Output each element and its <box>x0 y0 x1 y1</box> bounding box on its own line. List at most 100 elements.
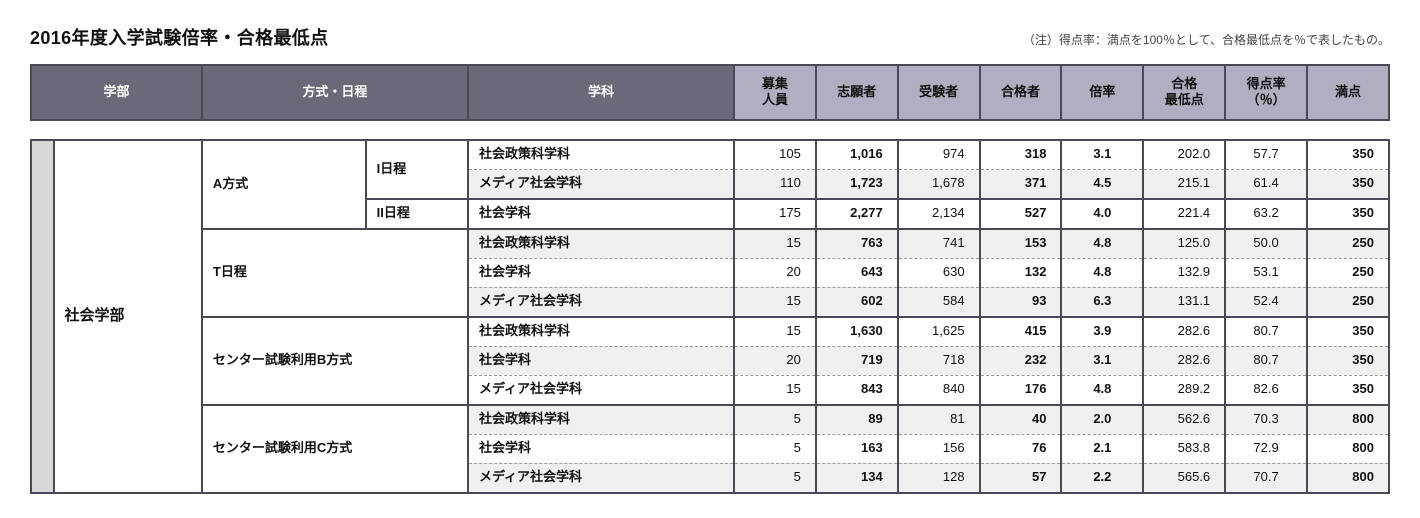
dept-cell: 社会政策科学科 <box>468 317 734 347</box>
schedule-cell: I日程 <box>366 140 468 199</box>
examinees-cell: 584 <box>898 287 980 317</box>
table-row: センター試験利用C方式社会政策科学科58981402.0562.670.3800 <box>31 405 1389 435</box>
ratio-cell: 3.1 <box>1061 346 1143 375</box>
header-row: 2016年度入学試験倍率・合格最低点 （注）得点率：満点を100％として、合格最… <box>30 24 1390 50</box>
examinees-cell: 974 <box>898 140 980 170</box>
faculty-cell: 社会学部 <box>54 140 202 493</box>
examinees-cell: 741 <box>898 229 980 259</box>
pct-cell: 57.7 <box>1225 140 1307 170</box>
capacity-cell: 20 <box>734 346 816 375</box>
examinees-cell: 128 <box>898 463 980 493</box>
col-method: 方式・日程 <box>202 65 468 120</box>
passers-cell: 93 <box>980 287 1062 317</box>
pct-cell: 63.2 <box>1225 199 1307 229</box>
capacity-cell: 110 <box>734 169 816 199</box>
pct-cell: 72.9 <box>1225 434 1307 463</box>
passers-cell: 57 <box>980 463 1062 493</box>
full-cell: 800 <box>1307 434 1389 463</box>
capacity-cell: 5 <box>734 405 816 435</box>
col-faculty: 学部 <box>31 65 202 120</box>
passers-cell: 153 <box>980 229 1062 259</box>
note-text: （注）得点率：満点を100％として、合格最低点を％で表したもの。 <box>1023 31 1390 48</box>
examinees-cell: 156 <box>898 434 980 463</box>
passers-cell: 176 <box>980 375 1062 405</box>
page-title: 2016年度入学試験倍率・合格最低点 <box>30 24 329 50</box>
applicants-cell: 163 <box>816 434 898 463</box>
ratio-cell: 4.8 <box>1061 375 1143 405</box>
passers-cell: 40 <box>980 405 1062 435</box>
full-cell: 350 <box>1307 140 1389 170</box>
pct-cell: 53.1 <box>1225 258 1307 287</box>
pct-cell: 82.6 <box>1225 375 1307 405</box>
ratio-cell: 6.3 <box>1061 287 1143 317</box>
data-table: 社会学部A方式I日程社会政策科学科1051,0169743183.1202.05… <box>30 139 1390 494</box>
applicants-cell: 843 <box>816 375 898 405</box>
pct-cell: 70.7 <box>1225 463 1307 493</box>
passers-cell: 318 <box>980 140 1062 170</box>
col-pct: 得点率（％） <box>1225 65 1307 120</box>
applicants-cell: 1,016 <box>816 140 898 170</box>
examinees-cell: 1,625 <box>898 317 980 347</box>
schedule-cell: II日程 <box>366 199 468 229</box>
dept-cell: メディア社会学科 <box>468 375 734 405</box>
pct-cell: 50.0 <box>1225 229 1307 259</box>
applicants-cell: 134 <box>816 463 898 493</box>
passers-cell: 76 <box>980 434 1062 463</box>
ratio-cell: 4.5 <box>1061 169 1143 199</box>
full-cell: 250 <box>1307 258 1389 287</box>
stub-cell <box>31 140 54 493</box>
examinees-cell: 81 <box>898 405 980 435</box>
full-cell: 350 <box>1307 375 1389 405</box>
pct-cell: 52.4 <box>1225 287 1307 317</box>
capacity-cell: 15 <box>734 317 816 347</box>
ratio-cell: 4.8 <box>1061 258 1143 287</box>
capacity-cell: 15 <box>734 229 816 259</box>
col-dept: 学科 <box>468 65 734 120</box>
min-score-cell: 583.8 <box>1143 434 1225 463</box>
min-score-cell: 215.1 <box>1143 169 1225 199</box>
min-score-cell: 565.6 <box>1143 463 1225 493</box>
dept-cell: 社会政策科学科 <box>468 405 734 435</box>
full-cell: 350 <box>1307 169 1389 199</box>
applicants-cell: 1,723 <box>816 169 898 199</box>
ratio-cell: 2.0 <box>1061 405 1143 435</box>
min-score-cell: 202.0 <box>1143 140 1225 170</box>
dept-cell: メディア社会学科 <box>468 463 734 493</box>
full-cell: 800 <box>1307 405 1389 435</box>
passers-cell: 132 <box>980 258 1062 287</box>
col-min-score: 合格最低点 <box>1143 65 1225 120</box>
dept-cell: 社会学科 <box>468 346 734 375</box>
min-score-cell: 289.2 <box>1143 375 1225 405</box>
full-cell: 350 <box>1307 346 1389 375</box>
table-row: T日程社会政策科学科157637411534.8125.050.0250 <box>31 229 1389 259</box>
ratio-cell: 4.0 <box>1061 199 1143 229</box>
examinees-cell: 718 <box>898 346 980 375</box>
examinees-cell: 1,678 <box>898 169 980 199</box>
pct-cell: 80.7 <box>1225 346 1307 375</box>
full-cell: 800 <box>1307 463 1389 493</box>
method-cell: センター試験利用B方式 <box>202 317 468 405</box>
ratio-cell: 2.2 <box>1061 463 1143 493</box>
capacity-cell: 175 <box>734 199 816 229</box>
min-score-cell: 282.6 <box>1143 317 1225 347</box>
examinees-cell: 2,134 <box>898 199 980 229</box>
capacity-cell: 15 <box>734 287 816 317</box>
dept-cell: 社会学科 <box>468 199 734 229</box>
passers-cell: 371 <box>980 169 1062 199</box>
dept-cell: 社会政策科学科 <box>468 140 734 170</box>
method-cell: センター試験利用C方式 <box>202 405 468 493</box>
full-cell: 250 <box>1307 287 1389 317</box>
full-cell: 250 <box>1307 229 1389 259</box>
applicants-cell: 2,277 <box>816 199 898 229</box>
capacity-cell: 105 <box>734 140 816 170</box>
applicants-cell: 763 <box>816 229 898 259</box>
min-score-cell: 221.4 <box>1143 199 1225 229</box>
min-score-cell: 125.0 <box>1143 229 1225 259</box>
method-cell: A方式 <box>202 140 366 229</box>
col-examinees: 受験者 <box>898 65 980 120</box>
ratio-cell: 3.9 <box>1061 317 1143 347</box>
pct-cell: 80.7 <box>1225 317 1307 347</box>
pct-cell: 61.4 <box>1225 169 1307 199</box>
pct-cell: 70.3 <box>1225 405 1307 435</box>
capacity-cell: 5 <box>734 463 816 493</box>
